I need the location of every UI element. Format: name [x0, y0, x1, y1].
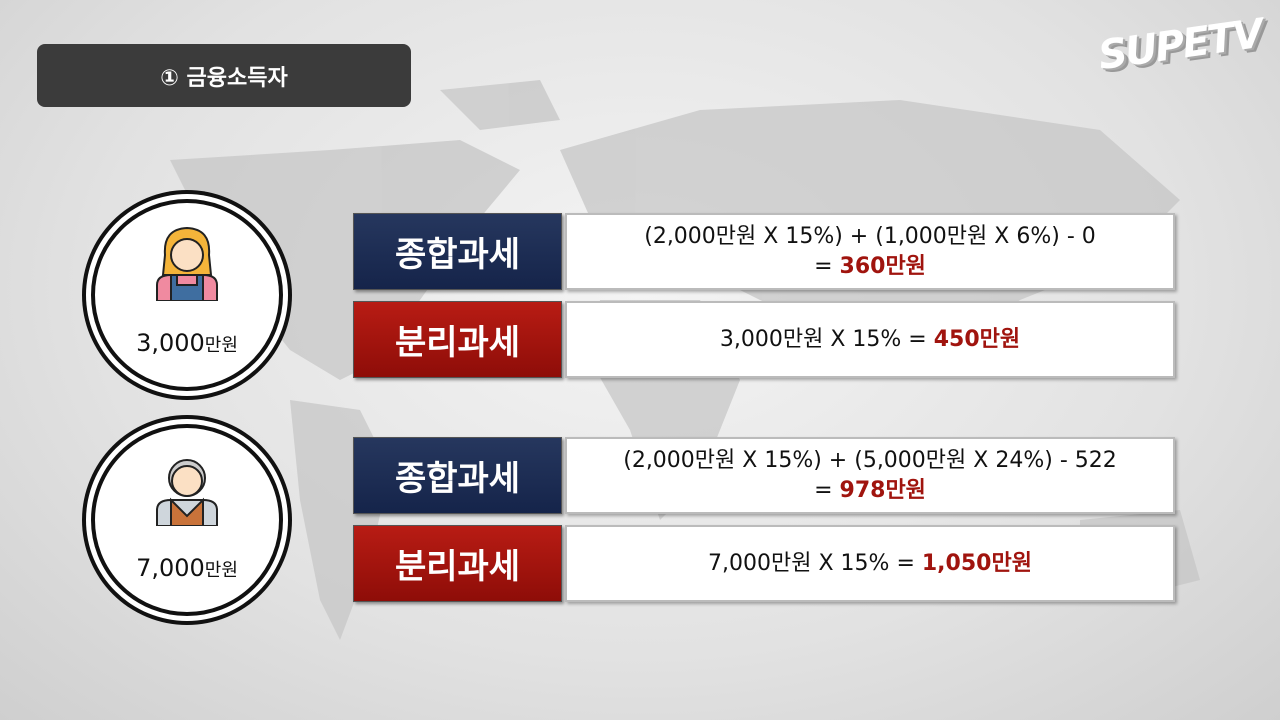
separate-tax-formula: 7,000만원 X 15% = 1,050만원 [565, 525, 1175, 602]
result-value: 450만원 [933, 326, 1021, 352]
section-title: ① 금융소득자 [37, 44, 411, 107]
combined-tax-formula: (2,000만원 X 15%) + (1,000만원 X 6%) - 0 = 3… [565, 213, 1175, 290]
amount-unit: 만원 [204, 560, 238, 581]
equals-sign: = [814, 477, 840, 503]
combined-tax-formula: (2,000만원 X 15%) + (5,000만원 X 24%) - 522 … [565, 437, 1175, 514]
result-value: 978만원 [839, 477, 926, 503]
result-value: 360만원 [839, 253, 926, 279]
formula-line: (2,000만원 X 15%) + (1,000만원 X 6%) - 0 [644, 223, 1096, 249]
amount-unit: 만원 [204, 335, 238, 356]
woman-icon [156, 226, 218, 301]
separate-tax-label: 분리과세 [353, 525, 562, 602]
equals-sign: = [814, 253, 840, 279]
result-value: 1,050만원 [921, 550, 1032, 576]
formula-line: 3,000만원 X 15% = [719, 326, 934, 352]
amount-value: 7,000 [136, 554, 205, 582]
person-circle: 3,000만원 [91, 199, 283, 391]
formula-line: (2,000만원 X 15%) + (5,000만원 X 24%) - 522 [623, 447, 1117, 473]
formula-line: 7,000만원 X 15% = [708, 550, 922, 576]
amount-value: 3,000 [136, 329, 205, 357]
combined-tax-label: 종합과세 [353, 437, 562, 514]
old-man-icon [156, 459, 218, 526]
separate-tax-formula: 3,000만원 X 15% = 450만원 [565, 301, 1175, 378]
combined-tax-label: 종합과세 [353, 213, 562, 290]
separate-tax-label: 분리과세 [353, 301, 562, 378]
person-circle: 7,000만원 [91, 424, 283, 616]
